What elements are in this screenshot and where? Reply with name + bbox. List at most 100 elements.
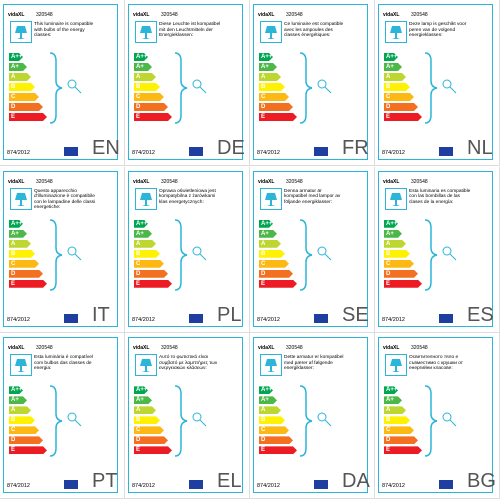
- energy-class: C: [384, 426, 414, 434]
- eu-flag: [64, 147, 78, 156]
- brace-bulb: [174, 52, 207, 124]
- brace: [298, 384, 338, 463]
- energy-class: A+: [134, 63, 152, 71]
- regulation: 874/2012: [7, 150, 30, 156]
- energy-label: vidaXL 320548 Diese Leuchte ist kompatibel…: [128, 4, 245, 160]
- eu-flag: [314, 480, 328, 490]
- energy-class: C: [259, 426, 289, 434]
- compatibility-text: This luminaire is compatible with bulbs …: [34, 22, 94, 39]
- brace: [48, 51, 88, 130]
- energy-class: E: [259, 280, 297, 288]
- energy-class: C: [259, 93, 289, 101]
- energy-class: E: [134, 446, 172, 454]
- energy-class: C: [9, 426, 39, 434]
- regulation: 874/2012: [257, 316, 280, 323]
- eu-flag: [439, 147, 453, 156]
- product-code: 320548: [36, 178, 53, 185]
- energy-class: B: [259, 83, 285, 91]
- brace-bulb: [174, 385, 207, 458]
- energy-class: A+: [384, 230, 402, 238]
- energy-class: A++: [261, 220, 273, 227]
- brace-bulb: [424, 52, 457, 124]
- energy-label: vidaXL 320548 Ce luminaire est compatible …: [253, 4, 369, 160]
- energy-class: B: [134, 250, 160, 258]
- lamp-icon: [135, 354, 157, 377]
- energy-label: vidaXL 320548 Esta luminaria es compatible…: [378, 170, 494, 327]
- energy-class: D: [9, 270, 43, 278]
- energy-class: D: [384, 103, 418, 111]
- lamp: [390, 26, 402, 39]
- language-code: BG: [467, 470, 496, 493]
- lamp-icon: [385, 354, 407, 377]
- label-cell: vidaXL 320548 Αυτό το φωτιστικό είναι συμβ…: [125, 333, 250, 500]
- energy-label: vidaXL 320548 Осветителното тяло е съвмест…: [378, 337, 496, 494]
- regulation: 874/2012: [382, 150, 405, 156]
- brace: [173, 51, 213, 130]
- energy-label: vidaXL 320548 Esta luminária é compatível …: [3, 337, 118, 494]
- language-code: DA: [342, 470, 370, 493]
- energy-label: vidaXL 320548 Deze lamp is geschikt voor p…: [378, 4, 493, 160]
- label-cell: vidaXL 320548 Esta luminaria es compatible…: [375, 166, 500, 333]
- energy-class: A++: [386, 54, 398, 60]
- energy-class: D: [384, 270, 418, 278]
- brace: [48, 384, 88, 463]
- compatibility-text: Questo apparecchio d'illuminazione è com…: [34, 188, 96, 211]
- brand: vidaXL: [133, 12, 150, 18]
- lamp: [15, 26, 27, 39]
- energy-class: C: [134, 93, 164, 101]
- energy-label: vidaXL 320548 This luminaire is compatible…: [3, 4, 120, 160]
- energy-class: A+: [259, 230, 277, 238]
- lamp: [265, 26, 277, 39]
- brand: vidaXL: [133, 345, 150, 352]
- energy-class: A: [9, 240, 31, 248]
- energy-class: C: [384, 93, 414, 101]
- energy-class: A+: [384, 396, 402, 404]
- lamp: [15, 192, 27, 206]
- brace-bulb: [424, 218, 457, 291]
- energy-class: A: [9, 73, 31, 81]
- label-cell: vidaXL 320548 Осветителното тяло е съвмест…: [375, 333, 500, 500]
- eu-flag: [64, 480, 78, 490]
- energy-class: C: [384, 260, 414, 268]
- regulation: 874/2012: [132, 316, 155, 323]
- lamp-icon: [10, 187, 32, 210]
- lamp: [140, 26, 152, 39]
- brand: vidaXL: [8, 178, 25, 185]
- brace: [298, 218, 338, 297]
- brand: vidaXL: [8, 345, 25, 352]
- lamp-icon: [385, 187, 407, 210]
- energy-class: C: [134, 260, 164, 268]
- eu-flag: [314, 147, 328, 156]
- brace-bulb: [299, 218, 332, 291]
- energy-class: B: [384, 416, 410, 424]
- eu-flag: [64, 313, 78, 323]
- energy-class: E: [259, 113, 297, 121]
- energy-label: vidaXL 320548 Dette armatur er kompatibel …: [253, 337, 370, 494]
- regulation: 874/2012: [382, 483, 405, 490]
- product-code: 320548: [411, 345, 428, 352]
- lamp: [140, 359, 152, 373]
- lamp-icon: [260, 187, 282, 210]
- regulation: 874/2012: [7, 316, 30, 323]
- energy-class: B: [259, 416, 285, 424]
- product-code: 320548: [411, 178, 428, 185]
- lamp-icon: [10, 354, 32, 377]
- brace: [423, 384, 463, 463]
- lamp-icon: [10, 21, 32, 43]
- brace-bulb: [424, 385, 457, 458]
- energy-class: E: [134, 113, 172, 121]
- brand: vidaXL: [383, 12, 400, 18]
- brace-bulb: [299, 52, 332, 124]
- energy-class: A: [259, 73, 281, 81]
- energy-class: C: [259, 260, 289, 268]
- compatibility-text: Αυτό το φωτιστικό είναι συμβατό με λαμπτ…: [159, 355, 218, 372]
- energy-class: A+: [9, 63, 27, 71]
- energy-class: A+: [384, 63, 402, 71]
- energy-class: D: [259, 270, 293, 278]
- label-cell: vidaXL 320548 Ce luminaire est compatible …: [250, 0, 375, 166]
- label-cell: vidaXL 320548 Deze lamp is geschikt voor p…: [375, 0, 500, 166]
- brand: vidaXL: [258, 345, 275, 352]
- brace: [48, 218, 88, 297]
- energy-class: A+: [259, 396, 277, 404]
